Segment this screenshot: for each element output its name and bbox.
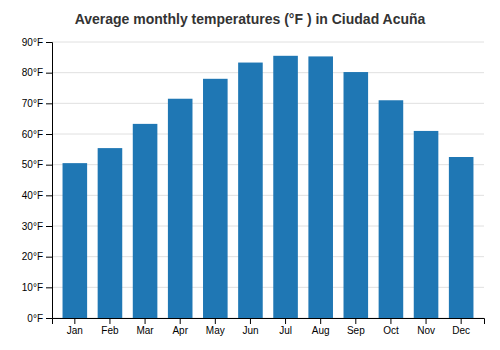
tick-label: Jan	[67, 325, 83, 336]
x-tick: Jun	[242, 318, 258, 336]
tick-mark	[46, 73, 52, 74]
y-tick: 0°F	[27, 313, 52, 324]
axis-line	[46, 43, 53, 319]
tick-mark	[46, 287, 52, 288]
tick-label: 40°F	[22, 190, 43, 201]
tick-label: Apr	[172, 325, 188, 336]
bar	[379, 100, 404, 318]
bar	[273, 56, 298, 318]
bar	[344, 72, 369, 318]
bar	[414, 131, 439, 318]
bars	[63, 56, 474, 318]
tick-label: 10°F	[22, 282, 43, 293]
y-tick: 20°F	[22, 251, 52, 262]
grid-line	[52, 42, 484, 43]
x-tick: Apr	[172, 318, 188, 336]
y-tick: 40°F	[22, 190, 52, 201]
bar	[168, 99, 193, 318]
bar	[203, 79, 228, 318]
tick-label: 20°F	[22, 251, 43, 262]
tick-mark	[461, 318, 462, 324]
tick-mark	[46, 226, 52, 227]
tick-mark	[180, 318, 181, 324]
grid-line	[52, 103, 484, 104]
tick-label: Sep	[347, 325, 365, 336]
x-tick: May	[206, 318, 225, 336]
tick-mark	[46, 165, 52, 166]
y-tick: 30°F	[22, 221, 52, 232]
tick-label: Dec	[452, 325, 470, 336]
x-axis: Jan Feb Mar Apr May Jun Jul Aug Sep Oct Nov Dec	[53, 318, 485, 336]
tick-mark	[46, 42, 52, 43]
y-tick: 10°F	[22, 282, 52, 293]
tick-label: 90°F	[22, 37, 43, 48]
tick-label: 80°F	[22, 67, 43, 78]
tick-label: Jun	[242, 325, 258, 336]
tick-label: 30°F	[22, 221, 43, 232]
tick-mark	[109, 318, 110, 324]
bar	[238, 63, 263, 318]
y-axis: 0°F 10°F 20°F 30°F 40°F 50°F 60°F 70°F 80°F 90°F	[22, 37, 53, 324]
tick-mark	[74, 318, 75, 324]
chart-title: Average monthly temperatures (°F ) in Ci…	[75, 11, 426, 27]
tick-label: 70°F	[22, 98, 43, 109]
bar	[133, 124, 158, 318]
y-tick: 90°F	[22, 37, 52, 48]
x-tick: Aug	[312, 318, 330, 336]
x-tick: Mar	[136, 318, 154, 336]
plot-area: 0°F 10°F 20°F 30°F 40°F 50°F 60°F 70°F 80°F 90°F J…	[22, 37, 485, 336]
tick-mark	[215, 318, 216, 324]
x-tick: Nov	[417, 318, 435, 336]
tick-label: 60°F	[22, 129, 43, 140]
tick-mark	[355, 318, 356, 324]
tick-mark	[46, 134, 52, 135]
x-tick: Sep	[347, 318, 365, 336]
tick-label: Nov	[417, 325, 435, 336]
grid	[52, 42, 484, 318]
tick-mark	[320, 318, 321, 324]
tick-label: Aug	[312, 325, 330, 336]
tick-label: Feb	[101, 325, 119, 336]
tick-mark	[285, 318, 286, 324]
tick-mark	[426, 318, 427, 324]
bar	[449, 157, 474, 318]
axis-line	[53, 319, 485, 325]
tick-label: 50°F	[22, 159, 43, 170]
chart-svg: 0°F 10°F 20°F 30°F 40°F 50°F 60°F 70°F 80°F 90°F J…	[0, 0, 500, 350]
tick-label: Mar	[136, 325, 154, 336]
bar	[308, 56, 333, 318]
bar	[98, 148, 123, 318]
chart-container: 0°F 10°F 20°F 30°F 40°F 50°F 60°F 70°F 80°F 90°F J…	[0, 0, 500, 350]
y-tick: 60°F	[22, 129, 52, 140]
tick-mark	[145, 318, 146, 324]
tick-label: Jul	[279, 325, 292, 336]
tick-mark	[390, 318, 391, 324]
y-tick: 80°F	[22, 67, 52, 78]
x-tick: Jan	[67, 318, 83, 336]
x-tick: Jul	[279, 318, 292, 336]
tick-mark	[250, 318, 251, 324]
tick-label: 0°F	[27, 313, 43, 324]
bar	[63, 163, 88, 318]
y-tick: 70°F	[22, 98, 52, 109]
x-tick: Oct	[383, 318, 399, 336]
tick-mark	[46, 257, 52, 258]
tick-mark	[46, 103, 52, 104]
tick-mark	[46, 318, 52, 319]
tick-mark	[46, 195, 52, 196]
tick-label: May	[206, 325, 225, 336]
grid-line	[52, 72, 484, 73]
tick-label: Oct	[383, 325, 399, 336]
x-tick: Feb	[101, 318, 119, 336]
y-tick: 50°F	[22, 159, 52, 170]
x-tick: Dec	[452, 318, 470, 336]
